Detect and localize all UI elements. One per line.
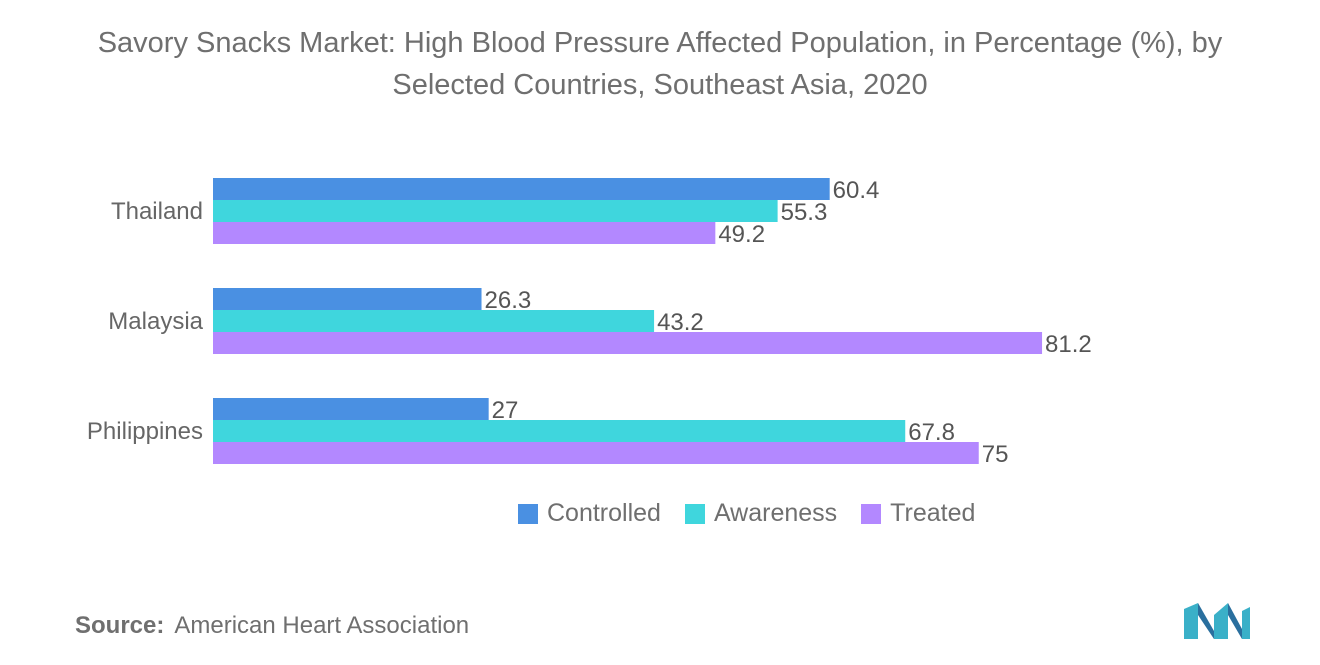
- value-label-philippines-awareness: 67.8: [908, 419, 955, 446]
- value-label-philippines-treated: 75: [982, 441, 1009, 468]
- source-note: Source: American Heart Association: [75, 612, 469, 640]
- value-label-malaysia-controlled: 26.3: [485, 287, 532, 314]
- legend-swatch-controlled: [518, 503, 538, 524]
- bar-philippines-controlled: [213, 398, 489, 420]
- chart-title-line-2: Selected Countries, Southeast Asia, 2020: [392, 69, 928, 101]
- category-label-philippines: Philippines: [87, 418, 203, 445]
- legend-swatch-awareness: [684, 503, 705, 524]
- chart-title: Savory Snacks Market: High Blood Pressur…: [40, 22, 1280, 106]
- value-label-malaysia-treated: 81.2: [1045, 331, 1092, 358]
- bar-philippines-awareness: [213, 420, 906, 442]
- category-label-group: Thailand Malaysia Philippines: [87, 198, 204, 445]
- legend-label-treated: Treated: [890, 499, 976, 527]
- legend-label-awareness: Awareness: [713, 499, 838, 527]
- value-label-philippines-controlled: 27: [492, 397, 519, 424]
- bar-philippines-treated: [213, 442, 979, 464]
- chart-title-line-1: Savory Snacks Market: High Blood Pressur…: [97, 27, 1223, 59]
- value-label-group: 60.455.3 49.2 26.3 43.2 81.2 27 67.8 75: [485, 177, 1092, 468]
- source-text: American Heart Association: [174, 612, 470, 639]
- source-label: Source:: [75, 612, 165, 639]
- category-label-malaysia: Malaysia: [108, 308, 203, 335]
- legend-item-treated: Treated: [861, 499, 975, 528]
- legend: Controlled Awareness Treated: [518, 499, 999, 528]
- category-label-thailand: Thailand: [111, 198, 203, 225]
- legend-swatch-treated: [861, 503, 882, 524]
- legend-item-controlled: Controlled: [518, 499, 661, 528]
- bar-malaysia-treated: [213, 332, 1043, 354]
- value-label-malaysia-awareness: 43.2: [657, 309, 704, 336]
- bar-malaysia-controlled: [213, 288, 482, 310]
- mordor-intelligence-logo-icon: [1184, 603, 1250, 639]
- value-label-thailand-controlled: 60.4: [833, 177, 880, 204]
- bar-thailand-awareness: [213, 200, 778, 222]
- legend-item-awareness: Awareness: [684, 499, 838, 528]
- legend-label-controlled: Controlled: [547, 499, 661, 527]
- bar-malaysia-awareness: [213, 310, 655, 332]
- bar-thailand-treated: [213, 222, 716, 244]
- bar-thailand-controlled: [213, 178, 830, 200]
- value-label-thailand-treated: 49.2: [718, 221, 765, 248]
- bar-group: [213, 178, 1043, 464]
- value-label-thailand-awareness: 55.3: [781, 199, 828, 226]
